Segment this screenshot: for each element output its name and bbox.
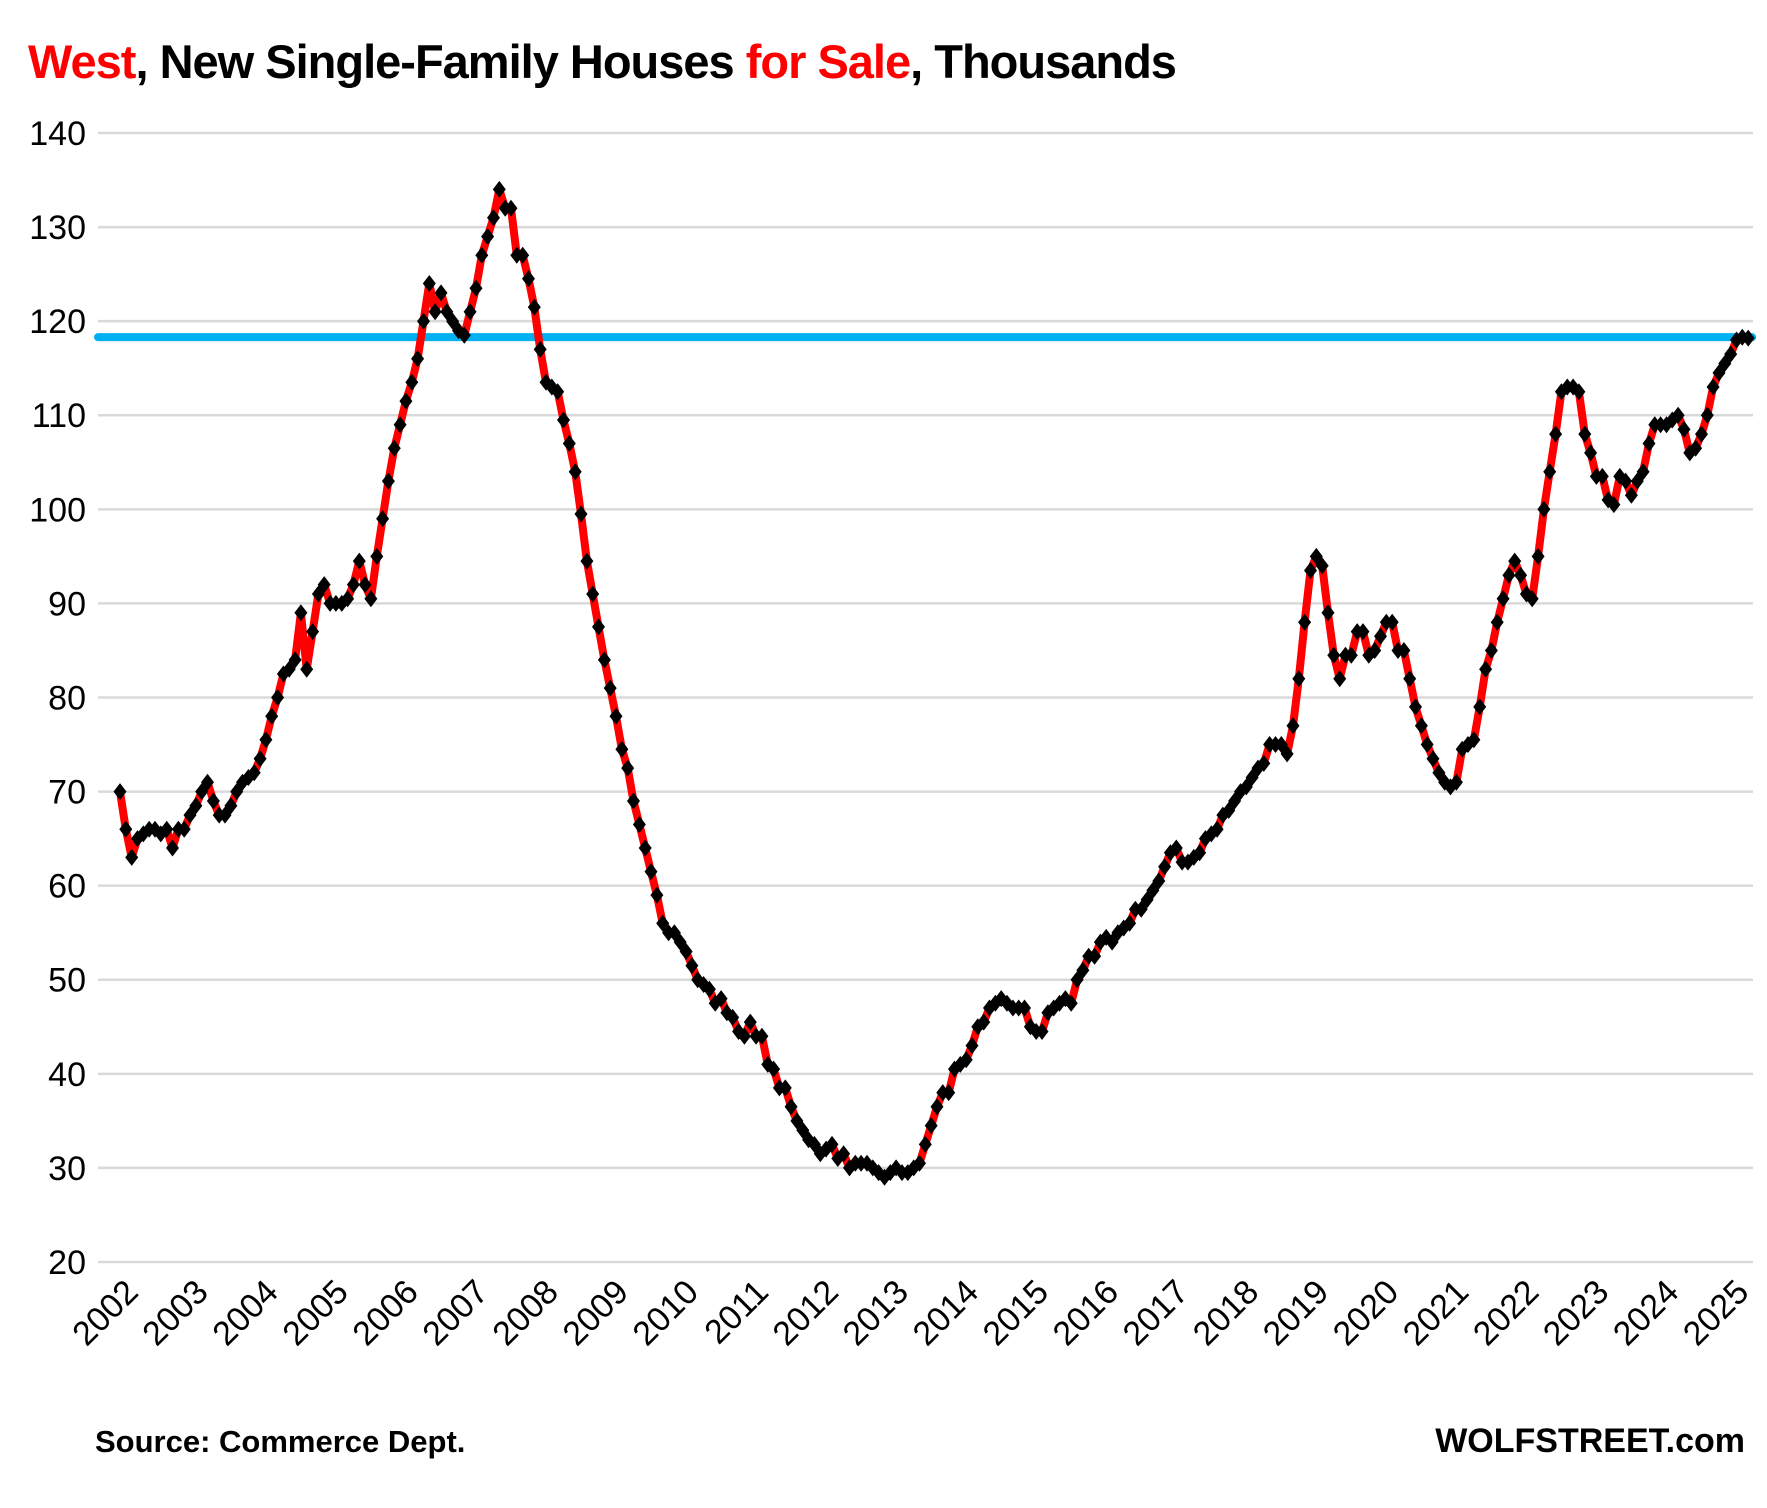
y-axis-label: 110 <box>32 397 86 435</box>
x-axis-label: 2023 <box>1536 1273 1616 1353</box>
y-axis-label: 20 <box>48 1244 86 1282</box>
y-axis-label: 130 <box>29 209 86 247</box>
y-axis-label: 100 <box>29 491 86 529</box>
x-axis-label: 2011 <box>697 1273 776 1352</box>
x-axis-label: 2022 <box>1466 1273 1546 1353</box>
y-axis-label: 50 <box>48 962 86 1000</box>
y-axis-label: 80 <box>48 679 86 717</box>
y-axis-label: 60 <box>48 868 86 906</box>
y-axis-label: 30 <box>48 1150 86 1188</box>
source-note: Source: Commerce Dept. <box>95 1424 466 1459</box>
x-axis-label: 2020 <box>1326 1273 1406 1353</box>
x-axis-label: 2019 <box>1256 1273 1336 1353</box>
y-axis-labels: 140 130 120 110 100 90 80 70 60 50 40 30 20 <box>29 115 86 1282</box>
y-axis-label: 120 <box>29 303 86 341</box>
y-axis-label: 90 <box>48 585 86 623</box>
gridlines <box>98 131 1753 1264</box>
chart-title-segment: West <box>28 35 136 88</box>
x-axis-label: 2018 <box>1186 1273 1266 1353</box>
chart-title: West, New Single-Family Houses for Sale,… <box>28 34 1177 89</box>
chart-title-segment: for Sale <box>745 35 911 88</box>
x-axis-label: 2015 <box>976 1273 1056 1353</box>
x-axis-label: 2009 <box>555 1273 635 1353</box>
x-axis-label: 2016 <box>1046 1273 1126 1353</box>
x-axis-label: 2007 <box>415 1273 495 1353</box>
x-axis-label: 2008 <box>485 1273 565 1353</box>
x-axis-label: 2021 <box>1396 1273 1476 1353</box>
data-series-line <box>116 185 1753 1182</box>
x-axis-label: 2013 <box>836 1273 916 1353</box>
y-axis-label: 40 <box>48 1056 86 1094</box>
x-axis-label: 2010 <box>626 1273 706 1353</box>
y-axis-label: 70 <box>48 774 86 812</box>
x-axis-label: 2004 <box>205 1273 285 1353</box>
brand-watermark: WOLFSTREET.com <box>1435 1422 1745 1460</box>
chart-title-segment: , Thousands <box>910 35 1177 88</box>
x-axis-label: 2003 <box>135 1273 215 1353</box>
chart-title-segment: , New Single-Family Houses <box>135 35 746 88</box>
x-axis-label: 2005 <box>275 1273 355 1353</box>
y-axis-label: 140 <box>29 115 86 153</box>
x-axis-label: 2012 <box>766 1273 846 1353</box>
x-axis-label: 2024 <box>1606 1273 1686 1353</box>
data-point-markers <box>113 180 1755 1186</box>
x-axis-label: 2002 <box>65 1273 145 1353</box>
x-axis-labels: 2002200320042005200620072008200920102011… <box>65 1273 1756 1353</box>
x-axis-label: 2006 <box>345 1273 425 1353</box>
x-axis-label: 2017 <box>1116 1273 1196 1353</box>
x-axis-label: 2014 <box>906 1273 986 1353</box>
x-axis-label: 2025 <box>1676 1273 1756 1353</box>
